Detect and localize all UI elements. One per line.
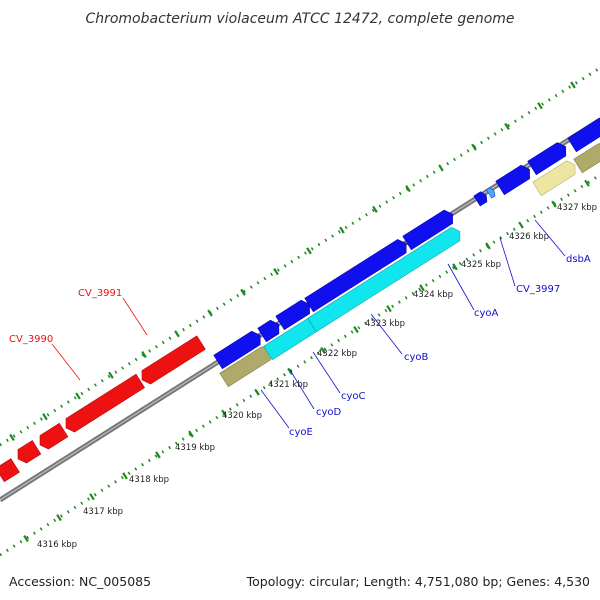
major-tick [551,200,557,208]
forward-strand-genes-lower [219,142,600,388]
tick-label: 4320 kbp [222,411,262,421]
major-tick [584,179,590,187]
gene-label-dsba[interactable]: dsbA [566,254,591,265]
major-tick [405,185,411,193]
gene-label-cyoe[interactable]: cyoE [289,427,313,438]
gene-label-cv-3991[interactable]: CV_3991 [78,288,122,299]
major-tick [471,143,477,151]
gene-arrow-forward[interactable] [495,163,534,196]
gene-label-cyoc[interactable]: cyoC [341,391,366,402]
gene-arrow-pale[interactable] [532,158,580,197]
tick-label: 4319 kbp [175,443,215,453]
tick-label: 4324 kbp [413,290,453,300]
gene-arrow-forward[interactable] [304,237,411,313]
tick-label: 4327 kbp [557,203,597,213]
label-leader-lines [51,219,566,429]
gene-arrow-olive[interactable] [573,142,600,174]
tick-label: 4317 kbp [83,507,123,517]
major-tick [372,205,378,213]
gene-label-cv-3990[interactable]: CV_3990 [9,334,53,345]
major-tick [570,81,576,89]
major-tick [141,350,147,359]
gene-label-cyoa[interactable]: cyoA [474,308,499,319]
major-ticks [9,81,590,543]
major-tick [23,534,29,543]
genome-stats-text: Topology: circular; Length: 4,751,080 bp… [246,574,590,589]
major-tick [320,346,326,354]
gene-labels: CV_3991 CV_3990 cyoE cyoD cyoC cyoB cyoA… [9,254,591,438]
tick-label: 4318 kbp [129,475,169,485]
forward-strand-genes [213,116,600,370]
gene-label-cyod[interactable]: cyoD [316,407,342,418]
major-tick [207,309,213,317]
major-tick [386,305,392,313]
major-tick [240,288,246,296]
gene-arrow-cyan[interactable] [307,225,464,333]
accession-text: Accession: NC_005085 [9,574,151,589]
major-tick [221,409,227,417]
major-tick [188,430,194,438]
major-tick [287,367,293,375]
major-tick [273,268,279,276]
gene-arrow-forward[interactable] [257,318,283,343]
major-tick [419,284,425,292]
gene-arrow-reverse[interactable] [14,440,42,465]
major-tick [306,247,312,255]
tick-label: 4326 kbp [509,232,549,242]
gene-arrow-forward[interactable] [213,328,265,370]
tick-label: 4322 kbp [317,349,357,359]
gene-label-cv-3997[interactable]: CV_3997 [516,284,560,295]
major-tick [108,371,114,379]
gene-arrow-forward[interactable] [527,140,570,176]
major-tick [174,330,180,338]
major-tick [518,221,524,229]
major-tick [89,493,95,501]
major-tick [254,388,260,396]
gene-arrow-reverse[interactable] [62,373,145,435]
major-tick [56,514,62,522]
major-tick [42,413,48,421]
gene-arrow-reverse[interactable] [36,422,69,451]
reverse-strand-genes [0,335,206,483]
major-tick [75,392,81,400]
major-tick [339,226,345,234]
gene-arrow-reverse[interactable] [138,335,206,387]
tick-label: 4316 kbp [37,540,77,550]
gene-label-cyob[interactable]: cyoB [404,352,429,363]
tick-labels: 4316 kbp 4317 kbp 4318 kbp 4319 kbp 4320… [37,203,597,550]
major-tick [452,263,458,271]
gene-arrow-forward[interactable] [567,116,600,153]
major-tick [122,472,128,480]
major-tick [353,325,359,334]
gene-arrow-forward-small[interactable] [486,187,496,199]
major-tick [155,451,161,459]
tick-label: 4323 kbp [365,319,405,329]
map-title: Chromobacterium violaceum ATCC 12472, co… [85,11,514,27]
major-tick [537,102,543,110]
gene-arrow-forward[interactable] [275,298,314,331]
major-tick [485,242,491,250]
tick-label: 4325 kbp [461,260,501,270]
major-tick [438,164,444,172]
gene-arrow-reverse[interactable] [0,458,20,483]
major-tick [504,122,510,130]
gene-arrow-forward[interactable] [402,207,457,251]
major-tick [9,433,15,442]
tick-label: 4321 kbp [268,380,308,390]
gene-arrow-forward[interactable] [473,190,490,207]
